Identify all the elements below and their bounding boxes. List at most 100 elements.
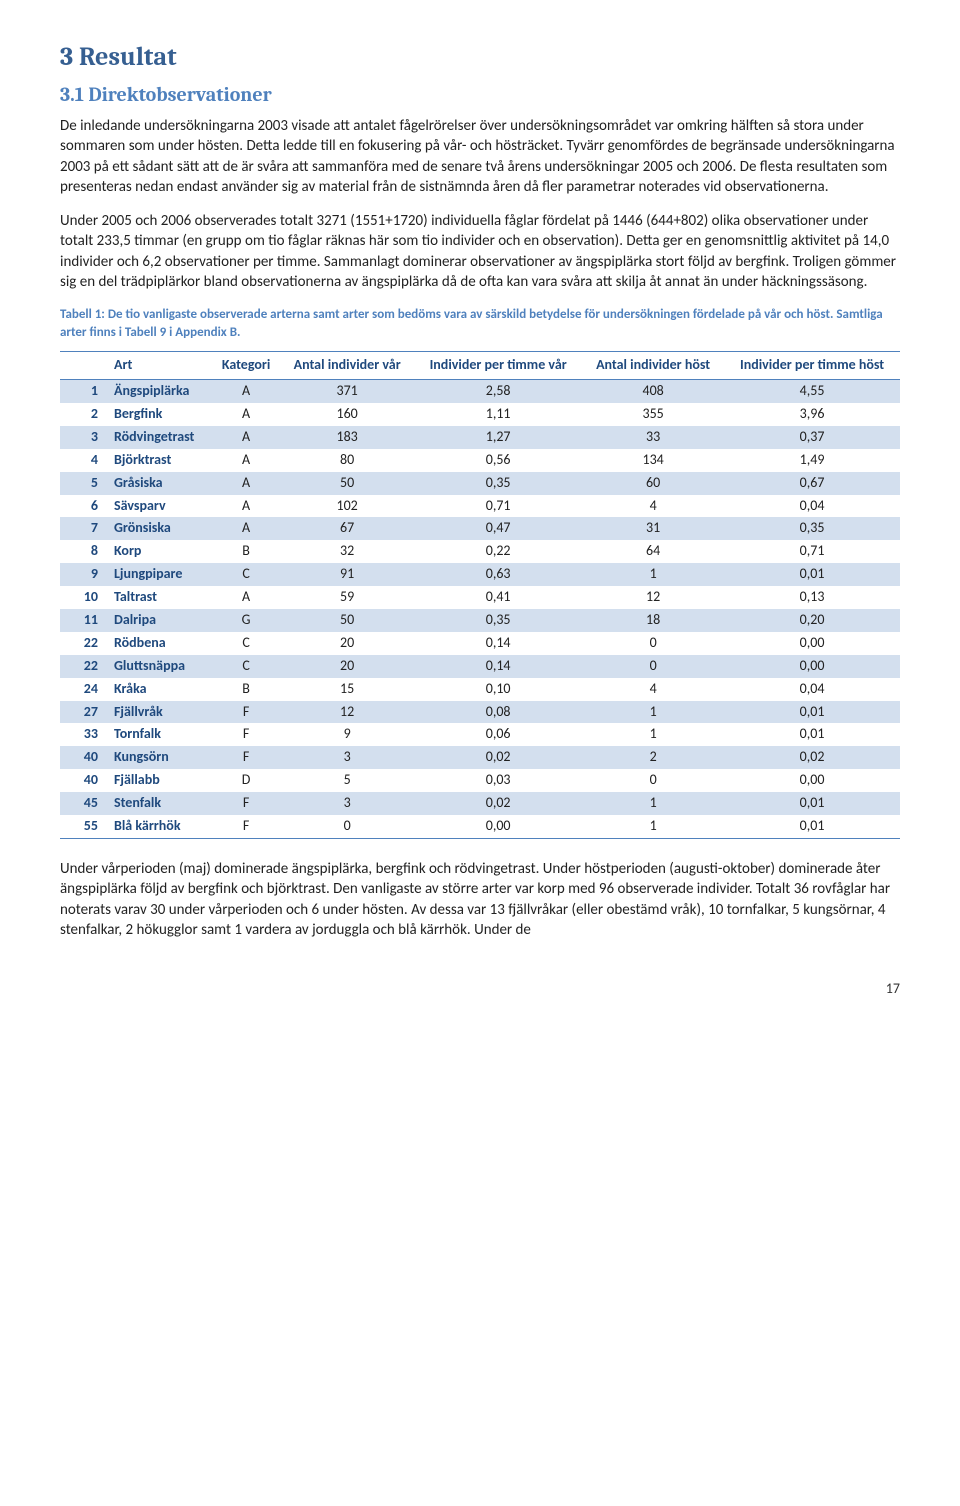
table-cell: Fjällvråk (108, 701, 212, 724)
table-cell: 10 (60, 586, 108, 609)
table-cell: 0,35 (414, 609, 582, 632)
table-row: 9LjungpipareC910,6310,01 (60, 563, 900, 586)
table-cell: D (212, 769, 280, 792)
subsection-number: 3.1 (60, 83, 84, 106)
table-cell: 0,71 (724, 540, 900, 563)
paragraph-1: De inledande undersökningarna 2003 visad… (60, 116, 900, 197)
table-cell: 2 (582, 746, 724, 769)
table-row: 4BjörktrastA800,561341,49 (60, 449, 900, 472)
table-cell: 0,01 (724, 792, 900, 815)
col-art: Art (108, 352, 212, 380)
table-cell: 4 (582, 678, 724, 701)
table-cell: 0,13 (724, 586, 900, 609)
table-cell: 1 (582, 723, 724, 746)
table-cell: 134 (582, 449, 724, 472)
table-cell: F (212, 701, 280, 724)
table-cell: A (212, 586, 280, 609)
table-cell: 1 (582, 563, 724, 586)
table-cell: 9 (280, 723, 414, 746)
table-cell: 50 (280, 609, 414, 632)
table-cell: 18 (582, 609, 724, 632)
col-kategori: Kategori (212, 352, 280, 380)
table-cell: 0,56 (414, 449, 582, 472)
table-cell: 2,58 (414, 380, 582, 403)
section-number: 3 (60, 42, 73, 72)
table-cell: 0,00 (724, 655, 900, 678)
table-cell: 80 (280, 449, 414, 472)
table-row: 22GluttsnäppaC200,1400,00 (60, 655, 900, 678)
paragraph-3: Under vårperioden (maj) dominerade ängsp… (60, 859, 900, 940)
table-cell: 0,35 (724, 517, 900, 540)
table-cell: 33 (582, 426, 724, 449)
table-cell: 3 (280, 792, 414, 815)
table-cell: Stenfalk (108, 792, 212, 815)
table-cell: 1 (582, 701, 724, 724)
table-cell: 20 (280, 632, 414, 655)
table-cell: 0,47 (414, 517, 582, 540)
table-cell: Björktrast (108, 449, 212, 472)
table-cell: 1,27 (414, 426, 582, 449)
table-cell: A (212, 517, 280, 540)
table-cell: A (212, 426, 280, 449)
table-cell: 60 (582, 472, 724, 495)
table-cell: 5 (60, 472, 108, 495)
table-cell: A (212, 403, 280, 426)
table-cell: 3,96 (724, 403, 900, 426)
table-row: 40KungsörnF30,0220,02 (60, 746, 900, 769)
table-cell: 0,02 (724, 746, 900, 769)
subsection-heading: 3.1 Direktobservationer (60, 81, 900, 108)
table-cell: Gluttsnäppa (108, 655, 212, 678)
subsection-title-text: Direktobservationer (88, 83, 271, 106)
table-row: 1ÄngspiplärkaA3712,584084,55 (60, 380, 900, 403)
table-cell: Gråsiska (108, 472, 212, 495)
table-cell: 32 (280, 540, 414, 563)
table-cell: C (212, 632, 280, 655)
table-cell: 0,04 (724, 678, 900, 701)
table-row: 7GrönsiskaA670,47310,35 (60, 517, 900, 540)
table-cell: 408 (582, 380, 724, 403)
table-cell: 0,02 (414, 746, 582, 769)
table-cell: 0 (582, 655, 724, 678)
table-cell: 4,55 (724, 380, 900, 403)
species-table: Art Kategori Antal individer vår Individ… (60, 351, 900, 839)
table-cell: C (212, 655, 280, 678)
table-cell: B (212, 540, 280, 563)
table-cell: Kråka (108, 678, 212, 701)
table-cell: 55 (60, 815, 108, 838)
table-cell: 371 (280, 380, 414, 403)
table-cell: 6 (60, 495, 108, 518)
table-cell: A (212, 380, 280, 403)
table-cell: Tornfalk (108, 723, 212, 746)
table-cell: Fjällabb (108, 769, 212, 792)
table-cell: 12 (280, 701, 414, 724)
table-cell: 0,14 (414, 655, 582, 678)
table-cell: 0,35 (414, 472, 582, 495)
table-cell: 0,37 (724, 426, 900, 449)
table-cell: 15 (280, 678, 414, 701)
table-cell: 0 (280, 815, 414, 838)
table-cell: 0,10 (414, 678, 582, 701)
table-row: 33TornfalkF90,0610,01 (60, 723, 900, 746)
table-cell: 0,71 (414, 495, 582, 518)
table-row: 22RödbenaC200,1400,00 (60, 632, 900, 655)
table-cell: 59 (280, 586, 414, 609)
table-cell: 22 (60, 632, 108, 655)
table-cell: Blå kärrhök (108, 815, 212, 838)
table-cell: 0 (582, 769, 724, 792)
col-antal-host: Antal individer höst (582, 352, 724, 380)
table-row: 55Blå kärrhökF00,0010,01 (60, 815, 900, 838)
table-row: 8KorpB320,22640,71 (60, 540, 900, 563)
table-cell: 4 (60, 449, 108, 472)
table-caption: Tabell 1: De tio vanligaste observerade … (60, 306, 900, 341)
table-cell: 31 (582, 517, 724, 540)
table-row: 40FjällabbD50,0300,00 (60, 769, 900, 792)
table-cell: 0,08 (414, 701, 582, 724)
table-cell: Rödvingetrast (108, 426, 212, 449)
table-cell: 33 (60, 723, 108, 746)
col-blank (60, 352, 108, 380)
table-cell: 24 (60, 678, 108, 701)
table-cell: A (212, 472, 280, 495)
paragraph-2: Under 2005 och 2006 observerades totalt … (60, 211, 900, 292)
table-cell: 1 (60, 380, 108, 403)
table-cell: 11 (60, 609, 108, 632)
